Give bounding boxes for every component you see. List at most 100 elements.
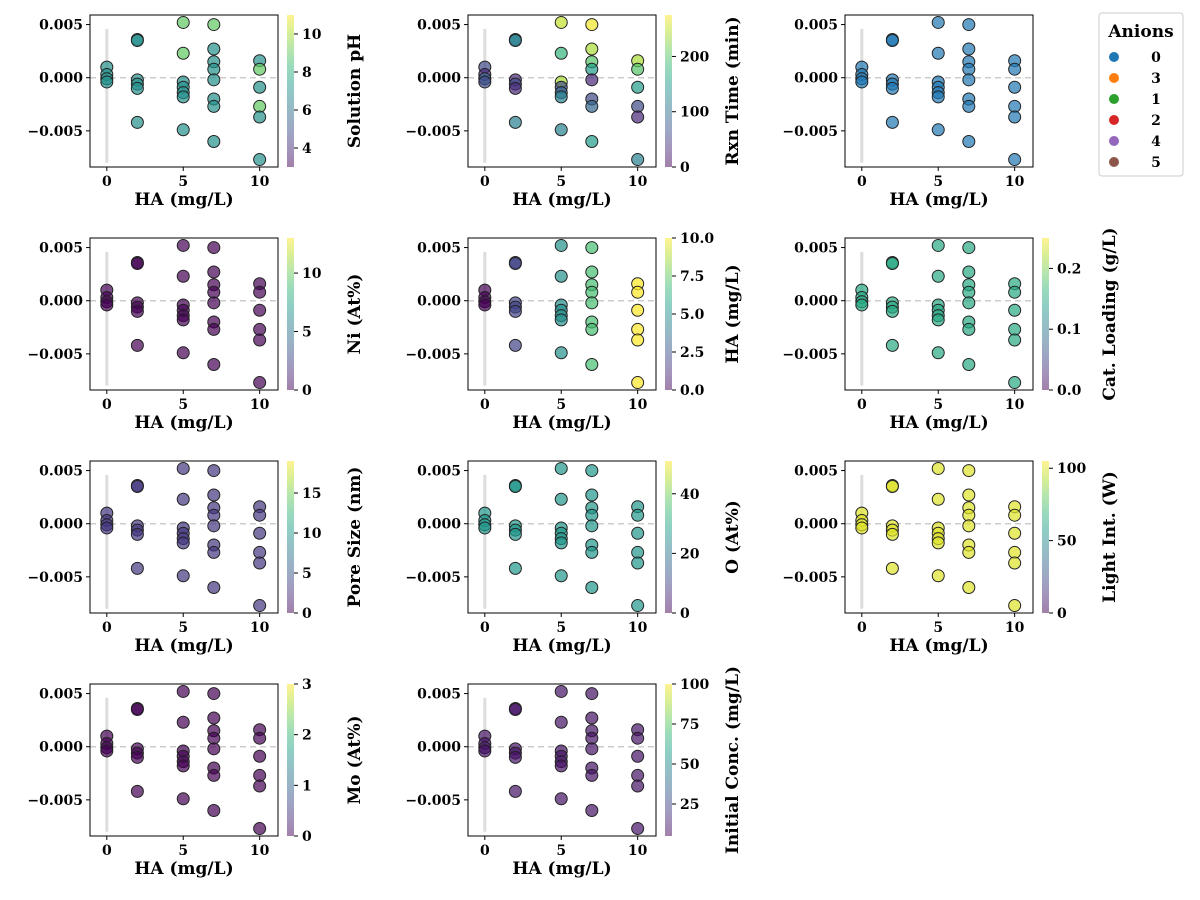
- x-tick-label: 5: [933, 174, 943, 190]
- point: [207, 488, 221, 502]
- x-tick-label: 10: [1005, 620, 1025, 636]
- y-tick-label: 0.005: [39, 687, 83, 703]
- legend-label: 1: [1151, 92, 1161, 108]
- point: [885, 257, 899, 271]
- y-tick-label: 0.005: [794, 18, 838, 34]
- colorbar-tick-label: 2: [302, 728, 312, 744]
- point: [508, 257, 522, 271]
- colorbar-tick-label: 10: [302, 266, 322, 282]
- point: [931, 536, 945, 550]
- point: [207, 742, 221, 756]
- point: [130, 34, 144, 48]
- point: [931, 269, 945, 283]
- point: [253, 526, 267, 540]
- x-tick-label: 0: [480, 174, 490, 190]
- colorbar-tick-label: 10: [302, 526, 322, 542]
- y-tick-label: −0.005: [405, 570, 461, 586]
- x-tick-label: 5: [556, 397, 566, 413]
- y-tick-label: 0.000: [39, 517, 83, 533]
- colorbar-tick-label: 2.5: [680, 345, 704, 361]
- point: [130, 561, 144, 575]
- point: [631, 508, 645, 522]
- plot-frame: [844, 237, 1034, 391]
- y-tick-label: 0.000: [794, 294, 838, 310]
- x-tick-label: 0: [102, 174, 112, 190]
- colorbar: [665, 238, 672, 390]
- point: [478, 744, 492, 758]
- point: [631, 526, 645, 540]
- point: [855, 298, 869, 312]
- plot-frame: [844, 460, 1034, 614]
- x-axis-label: HA (mg/L): [134, 413, 233, 433]
- x-tick-label: 5: [178, 843, 188, 859]
- point: [931, 46, 945, 60]
- x-axis-label: HA (mg/L): [512, 859, 611, 879]
- x-axis-label: HA (mg/L): [889, 190, 988, 210]
- colorbar: [287, 461, 294, 613]
- point: [176, 492, 190, 506]
- point: [962, 99, 976, 113]
- point: [207, 711, 221, 725]
- x-axis-label: HA (mg/L): [889, 413, 988, 433]
- point: [962, 357, 976, 371]
- legend-marker: [1109, 157, 1119, 167]
- x-tick-label: 10: [628, 174, 648, 190]
- point: [885, 304, 899, 318]
- point: [554, 461, 568, 475]
- point: [253, 599, 267, 613]
- x-tick-label: 10: [250, 174, 270, 190]
- point: [554, 759, 568, 773]
- point: [176, 269, 190, 283]
- point: [130, 703, 144, 717]
- point: [130, 480, 144, 494]
- colorbar-label: Solution pH: [345, 34, 365, 148]
- point: [554, 569, 568, 583]
- x-tick-label: 10: [628, 620, 648, 636]
- point: [585, 742, 599, 756]
- point: [478, 75, 492, 89]
- point: [554, 269, 568, 283]
- colorbar-tick-label: 10: [302, 27, 322, 43]
- point: [176, 15, 190, 29]
- point: [585, 357, 599, 371]
- plot-frame: [89, 14, 279, 168]
- point: [585, 18, 599, 32]
- y-tick-label: −0.005: [782, 570, 838, 586]
- x-tick-label: 0: [857, 620, 867, 636]
- point: [253, 556, 267, 570]
- point: [962, 519, 976, 533]
- y-tick-label: 0.005: [39, 464, 83, 480]
- point: [253, 153, 267, 167]
- point: [176, 715, 190, 729]
- legend-marker: [1109, 52, 1119, 62]
- colorbar-label: Mo (At%): [345, 715, 365, 804]
- point: [962, 545, 976, 559]
- point: [631, 599, 645, 613]
- x-tick-label: 0: [857, 397, 867, 413]
- point: [130, 750, 144, 764]
- colorbar: [287, 684, 294, 836]
- x-tick-label: 5: [178, 620, 188, 636]
- colorbar: [665, 15, 672, 167]
- point: [585, 134, 599, 148]
- colorbar-tick-label: 0: [680, 606, 690, 622]
- point: [554, 536, 568, 550]
- x-tick-label: 5: [556, 843, 566, 859]
- point: [130, 304, 144, 318]
- colorbar-tick-label: 0.2: [1057, 261, 1081, 277]
- y-tick-label: 0.005: [417, 464, 461, 480]
- colorbar-label: Initial Conc. (mg/L): [723, 666, 743, 854]
- point: [585, 42, 599, 56]
- point: [885, 561, 899, 575]
- colorbar-tick-label: 4: [302, 141, 312, 157]
- point: [962, 464, 976, 478]
- x-axis-label: HA (mg/L): [134, 190, 233, 210]
- point: [130, 527, 144, 541]
- y-tick-label: 0.000: [417, 740, 461, 756]
- point: [508, 338, 522, 352]
- point: [207, 99, 221, 113]
- point: [931, 492, 945, 506]
- x-tick-label: 10: [1005, 174, 1025, 190]
- y-tick-label: −0.005: [27, 570, 83, 586]
